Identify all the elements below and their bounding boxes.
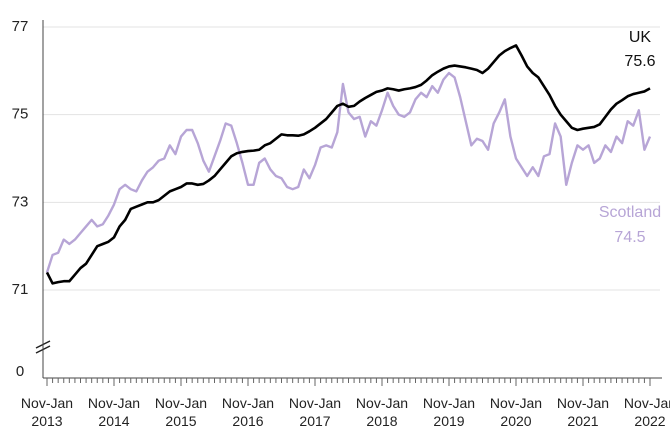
x-tick-label: Nov-Jan 2020 (489, 395, 543, 429)
end-value-label: 75.6 (624, 53, 655, 70)
x-tick-label: Nov-Jan 2022 (623, 395, 670, 429)
y-tick-label: 0 (16, 363, 24, 380)
x-tick-label: Nov-Jan 2018 (355, 395, 409, 429)
y-tick-label: 71 (12, 281, 29, 298)
x-tick-label: Nov-Jan 2017 (288, 395, 342, 429)
y-tick-label: 77 (12, 18, 29, 35)
end-value-label: 74.5 (614, 229, 645, 246)
y-tick-label: 73 (12, 193, 29, 210)
x-tick-label: Nov-Jan 2015 (154, 395, 208, 429)
x-tick-label: Nov-Jan 2013 (20, 395, 74, 429)
x-tick-label: Nov-Jan 2014 (87, 395, 141, 429)
x-tick-label: Nov-Jan 2019 (422, 395, 476, 429)
series-label: UK (629, 29, 652, 46)
x-tick-label: Nov-Jan 2021 (556, 395, 610, 429)
line-primary (45, 44, 651, 285)
line-secondary (45, 71, 652, 273)
x-tick-label: Nov-Jan 2016 (221, 395, 275, 429)
series-label: Scotland (599, 204, 661, 221)
y-tick-label: 75 (12, 106, 29, 123)
